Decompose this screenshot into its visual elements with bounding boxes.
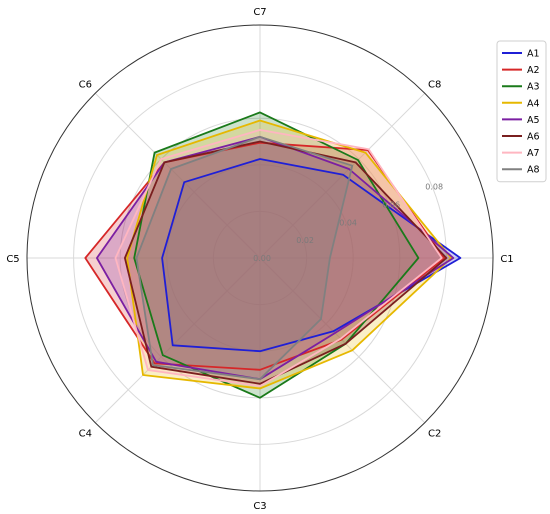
axis-label-c3: C3 bbox=[253, 501, 266, 512]
series-line-a3 bbox=[133, 111, 420, 399]
legend: A1 A2 A3 A4 A5 A6 A7 A8 bbox=[496, 40, 547, 183]
series-fill-a1 bbox=[162, 159, 461, 352]
series-line-a6 bbox=[124, 140, 448, 385]
axis-label-c4: C4 bbox=[79, 429, 92, 440]
spoke-c2 bbox=[259, 257, 426, 424]
radar-axis-labels: C1 C2 C3 C4 C5 C6 C7 C8 0.00 0.02 0.04 0.06 0.08 bbox=[6, 7, 513, 512]
axis-label-c7: C7 bbox=[253, 7, 266, 18]
legend-label-a6: A6 bbox=[527, 132, 540, 143]
legend-label-a1: A1 bbox=[527, 49, 540, 60]
legend-label-a5: A5 bbox=[527, 115, 540, 126]
series-fill-a8 bbox=[136, 136, 353, 380]
legend-label-a3: A3 bbox=[527, 82, 540, 93]
legend-label-a4: A4 bbox=[527, 98, 540, 109]
axis-label-c8: C8 bbox=[428, 79, 441, 90]
legend-label-a7: A7 bbox=[527, 148, 540, 159]
r-tick-label: 0.06 bbox=[382, 201, 400, 210]
series-fill-a6 bbox=[124, 141, 447, 384]
r-tick-label: 0.08 bbox=[425, 183, 443, 192]
series-line-a8 bbox=[135, 135, 354, 381]
outer-frame bbox=[26, 24, 494, 492]
axis-label-c1: C1 bbox=[500, 254, 513, 265]
series-fill-a5 bbox=[96, 136, 454, 380]
r-tick-label: 0.02 bbox=[296, 236, 314, 245]
series-line-a1 bbox=[161, 158, 462, 353]
legend-label-a2: A2 bbox=[527, 65, 540, 76]
legend-box bbox=[496, 40, 547, 183]
axis-label-c6: C6 bbox=[79, 79, 92, 90]
series-line-a5 bbox=[96, 135, 455, 381]
legend-label-a8: A8 bbox=[527, 165, 540, 176]
grid-circle bbox=[212, 210, 308, 306]
r-tick-label: 0.00 bbox=[253, 254, 271, 263]
spoke-c4 bbox=[94, 257, 261, 424]
axis-label-c2: C2 bbox=[428, 429, 441, 440]
r-tick-label: 0.04 bbox=[339, 218, 357, 227]
series-line-a7 bbox=[114, 128, 443, 388]
spoke-c8 bbox=[259, 92, 426, 259]
radar-series bbox=[84, 111, 462, 399]
series-fill-a2 bbox=[85, 142, 445, 370]
axis-label-c5: C5 bbox=[6, 254, 19, 265]
spoke-c6 bbox=[94, 92, 261, 259]
